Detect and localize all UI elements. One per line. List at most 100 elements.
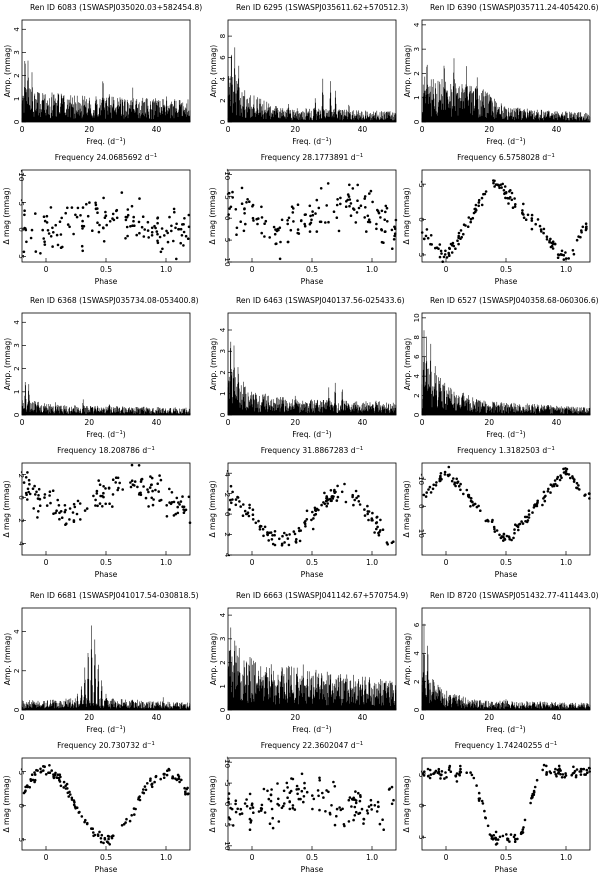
phased-point bbox=[130, 814, 133, 817]
phased-point bbox=[523, 818, 527, 822]
phased-point bbox=[266, 533, 269, 536]
periodogram-ylabel: Amp. (mmag) bbox=[403, 45, 412, 97]
phased-point bbox=[251, 806, 255, 809]
phased-xlabel: Phase bbox=[95, 570, 118, 579]
phased-point bbox=[71, 511, 75, 514]
phased-point bbox=[588, 497, 591, 500]
phased-point bbox=[506, 837, 510, 841]
phased-point bbox=[147, 490, 150, 494]
phased-point bbox=[170, 501, 174, 504]
phased-point bbox=[242, 229, 246, 233]
periodogram-ytick-label: 3 bbox=[12, 343, 21, 348]
phased-point bbox=[182, 230, 186, 234]
phased-point bbox=[282, 789, 286, 793]
phased-point bbox=[438, 243, 442, 246]
phased-point bbox=[47, 232, 51, 235]
phased-point bbox=[73, 505, 77, 509]
phased-point bbox=[235, 226, 239, 230]
phased-point bbox=[144, 496, 148, 500]
phased-point bbox=[42, 215, 46, 218]
phased-point bbox=[268, 531, 271, 535]
phased-point bbox=[443, 253, 447, 256]
phased-point bbox=[81, 249, 84, 253]
periodogram-xtick-label: 0 bbox=[226, 125, 231, 134]
phased-point bbox=[572, 765, 575, 769]
phased-point bbox=[579, 773, 583, 776]
periodogram-xlabel: Freq. (d−1) bbox=[86, 137, 126, 146]
phased-point bbox=[168, 215, 171, 219]
phased-point bbox=[353, 498, 357, 502]
phased-point bbox=[514, 837, 517, 841]
phased-point bbox=[313, 506, 317, 510]
phased-point bbox=[56, 773, 60, 776]
phased-point bbox=[529, 801, 532, 805]
phased-point bbox=[251, 518, 255, 521]
phased-xtick-label: 1.0 bbox=[160, 265, 172, 274]
phased-point bbox=[121, 488, 124, 491]
phased-point bbox=[470, 773, 474, 777]
phased-point bbox=[115, 216, 119, 220]
phased-point bbox=[559, 772, 562, 776]
phased-point bbox=[34, 493, 37, 496]
phased-point bbox=[29, 779, 33, 782]
phased-point bbox=[66, 206, 69, 210]
phased-point bbox=[580, 231, 583, 234]
phased-point bbox=[428, 485, 432, 489]
phased-point bbox=[184, 791, 187, 795]
phased-ytick-label: -10 bbox=[223, 169, 232, 181]
periodogram-ylabel: Amp. (mmag) bbox=[403, 633, 412, 685]
phased-frame bbox=[421, 169, 591, 263]
phased-point bbox=[177, 777, 181, 781]
phased-point bbox=[278, 226, 282, 229]
phased-ytick-label: -10 bbox=[417, 473, 426, 485]
phased-point bbox=[394, 218, 398, 222]
phased-point bbox=[392, 238, 396, 241]
phased-point bbox=[227, 213, 230, 216]
phased-point bbox=[371, 511, 374, 515]
phased-point bbox=[443, 470, 447, 474]
periodogram-ytick-label: 4 bbox=[12, 27, 21, 32]
phased-point bbox=[488, 833, 492, 836]
phased-point bbox=[339, 196, 342, 200]
phased-point bbox=[477, 204, 481, 208]
phased-point bbox=[480, 203, 484, 207]
phased-point bbox=[496, 838, 500, 841]
phased-point bbox=[31, 778, 35, 782]
phased-point bbox=[50, 769, 53, 772]
phased-point bbox=[161, 247, 164, 251]
phased-point bbox=[149, 779, 152, 782]
phased-point bbox=[129, 485, 133, 489]
phased-point bbox=[527, 513, 531, 516]
periodogram-xtick-label: 20 bbox=[290, 713, 300, 722]
phased-point bbox=[31, 487, 35, 491]
phased-point bbox=[268, 822, 272, 825]
phased-point bbox=[327, 220, 330, 224]
phased-point bbox=[68, 518, 71, 521]
phased-point bbox=[275, 242, 278, 245]
phased-point bbox=[457, 242, 460, 246]
phased-point bbox=[26, 487, 30, 491]
phased-point bbox=[363, 197, 367, 200]
phased-ytick-label: 4 bbox=[223, 553, 232, 558]
phased-point bbox=[256, 222, 259, 226]
phased-point bbox=[332, 780, 335, 784]
phased-point bbox=[553, 770, 556, 774]
phased-point bbox=[348, 204, 351, 208]
phased-point bbox=[309, 221, 313, 225]
phased-point bbox=[153, 780, 156, 784]
phased-point bbox=[58, 511, 61, 515]
phased-point bbox=[138, 197, 141, 200]
phased-point bbox=[378, 822, 382, 826]
phased-point bbox=[296, 228, 300, 231]
phased-point bbox=[480, 196, 484, 200]
phased-point bbox=[159, 777, 162, 781]
phased-point bbox=[379, 216, 382, 219]
phased-point bbox=[462, 492, 465, 496]
phased-point bbox=[95, 489, 99, 493]
phased-point bbox=[243, 207, 246, 211]
phased-point bbox=[286, 786, 289, 789]
phased-point bbox=[136, 485, 139, 489]
phased-xlabel: Phase bbox=[301, 277, 324, 286]
phased-point bbox=[156, 241, 160, 245]
phased-point bbox=[366, 812, 370, 815]
